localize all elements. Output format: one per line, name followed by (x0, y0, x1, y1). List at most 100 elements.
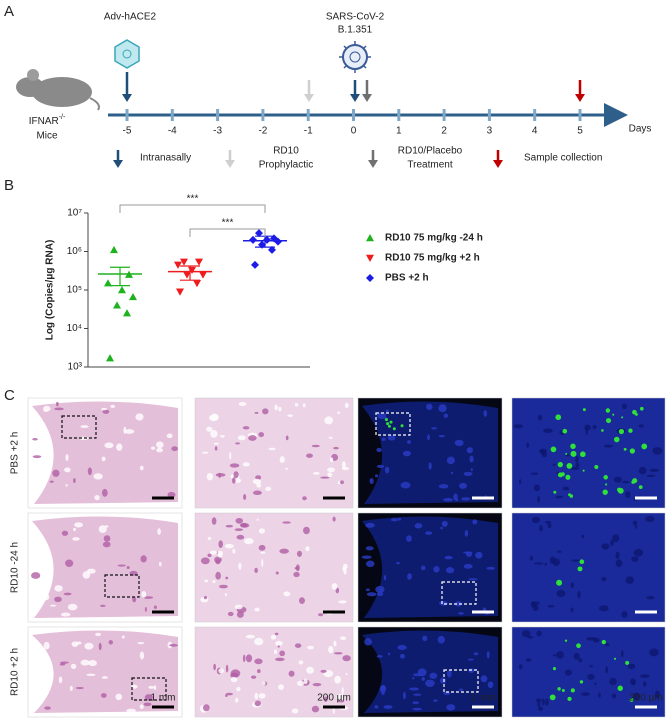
roi-box (443, 669, 479, 693)
texture (537, 700, 541, 708)
texture (433, 565, 440, 573)
texture (258, 432, 265, 438)
texture (288, 670, 295, 677)
texture (158, 561, 162, 567)
texture (311, 444, 320, 448)
roi-box (441, 581, 477, 605)
texture (254, 692, 259, 700)
texture (213, 442, 219, 445)
texture (236, 686, 241, 692)
texture (215, 559, 221, 565)
texture (254, 411, 259, 414)
texture (132, 596, 137, 603)
texture (611, 693, 617, 699)
error-bar (110, 266, 130, 287)
texture (545, 698, 549, 706)
texture (480, 675, 488, 683)
texture (210, 430, 218, 438)
texture (577, 590, 581, 599)
texture (598, 692, 601, 698)
texture (126, 565, 130, 570)
fluorescence (552, 667, 557, 671)
texture (139, 651, 145, 660)
texture (328, 645, 334, 654)
texture (407, 573, 412, 580)
fluorescence (632, 478, 638, 484)
texture (539, 448, 547, 453)
texture (446, 456, 455, 465)
texture (170, 631, 179, 636)
texture (622, 403, 627, 410)
texture (225, 664, 229, 673)
texture (438, 404, 447, 413)
day-label: -1 (304, 126, 313, 137)
texture (65, 559, 74, 567)
texture (98, 642, 102, 651)
texture (573, 652, 580, 660)
texture (294, 402, 299, 407)
texture (218, 540, 223, 548)
day-ticks: -5 -4 -3 -2 -1 0 1 2 3 4 5 (123, 109, 583, 137)
texture (274, 404, 278, 411)
fluorescence (565, 452, 568, 455)
texture (229, 451, 232, 460)
texture (396, 561, 400, 565)
texture (552, 654, 557, 657)
data-point (274, 237, 282, 246)
texture (101, 676, 109, 679)
data-point (193, 280, 201, 288)
texture (621, 480, 630, 484)
texture (306, 666, 315, 674)
texture (31, 572, 41, 579)
texture (311, 705, 320, 713)
texture (156, 447, 163, 453)
significance-label: *** (187, 194, 199, 205)
texture (332, 707, 335, 714)
texture (402, 691, 406, 700)
texture (207, 553, 212, 558)
texture (384, 466, 390, 474)
texture (635, 524, 638, 529)
texture (67, 603, 78, 611)
fluorescence (549, 694, 556, 701)
image-background (511, 626, 666, 718)
texture (116, 443, 123, 451)
texture (427, 434, 430, 441)
texture (570, 559, 581, 562)
fluorescence (386, 422, 390, 426)
fluorescence (623, 447, 627, 451)
data-point (110, 245, 118, 254)
texture (531, 516, 541, 524)
fluorescence (579, 680, 584, 684)
micrograph (27, 397, 183, 509)
texture (459, 688, 464, 691)
texture (144, 694, 153, 701)
texture (527, 635, 534, 639)
texture (327, 467, 336, 473)
texture (469, 455, 474, 463)
fluorescence (603, 475, 608, 480)
texture (377, 412, 387, 420)
tissue (362, 401, 498, 504)
fluorescence (582, 408, 586, 412)
texture (328, 436, 333, 439)
texture (227, 611, 234, 617)
texture (518, 664, 523, 670)
fluorescence (566, 463, 573, 469)
texture (210, 413, 219, 421)
texture (361, 555, 372, 559)
texture (240, 522, 248, 528)
texture (431, 427, 438, 430)
texture (39, 543, 49, 548)
texture (376, 447, 382, 453)
image-background (511, 512, 666, 623)
texture (206, 472, 214, 481)
texture (340, 480, 344, 485)
texture (412, 707, 422, 711)
fluorescence (629, 448, 635, 454)
texture (75, 686, 84, 690)
texture (282, 521, 291, 524)
texture (341, 687, 344, 695)
row-label: PBS +2 h (10, 432, 21, 475)
texture (615, 551, 620, 560)
